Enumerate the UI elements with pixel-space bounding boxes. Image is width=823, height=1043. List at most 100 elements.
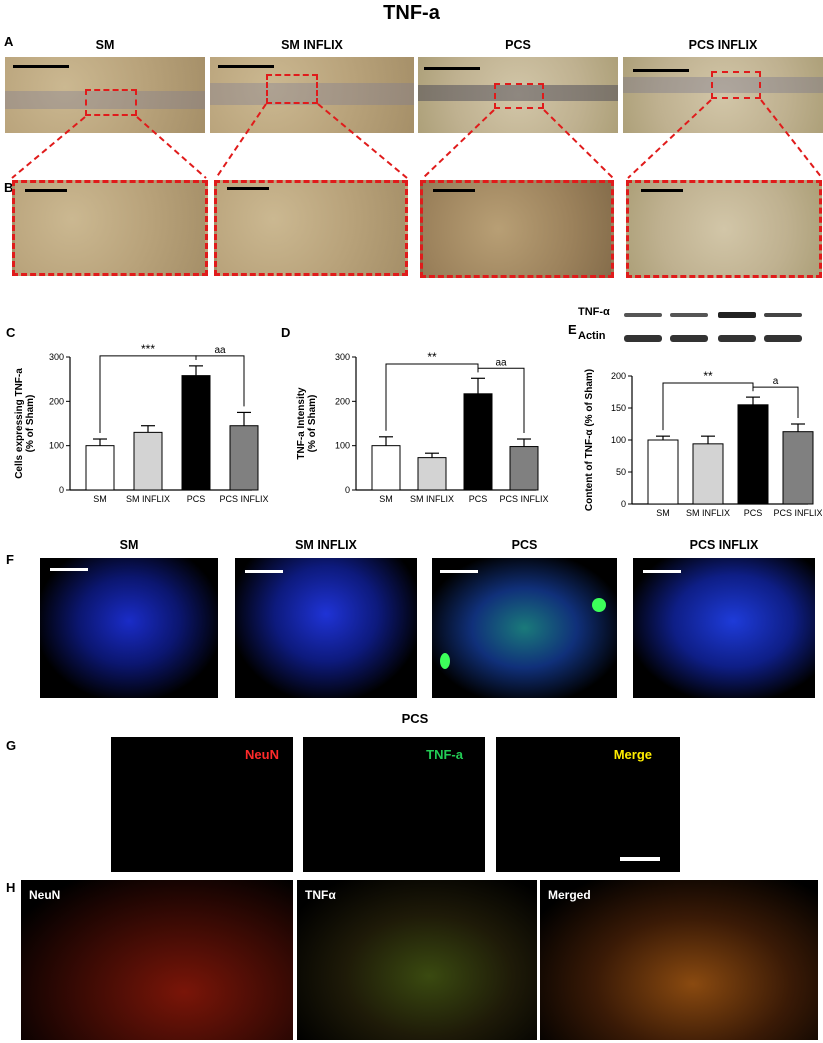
x-tick-label: PCS (187, 494, 206, 504)
g-image-neun: NeuN (111, 737, 293, 872)
zoom-connectors (11, 99, 823, 179)
y-tick-label: 300 (335, 352, 350, 362)
a-micrograph-sm-inflix (210, 57, 414, 133)
x-tick-label: SM INFLIX (686, 508, 730, 518)
y-axis-label: (% of Sham) (25, 395, 36, 453)
band (718, 335, 756, 342)
y-axis-label: (% of Sham) (307, 395, 318, 453)
significance-label: ** (703, 369, 713, 383)
b-micrograph-pcs-inflix (626, 180, 822, 278)
scale-bar (50, 568, 88, 571)
y-tick-label: 200 (611, 371, 626, 381)
h-image-neun: NeuN (21, 880, 293, 1040)
b-micrograph-sm-inflix (214, 180, 408, 276)
y-tick-label: 100 (49, 441, 64, 451)
g-image-merge: Merge (496, 737, 680, 872)
bar (371, 445, 401, 491)
f-label-pcs-inflix: PCS INFLIX (689, 538, 759, 552)
zoom-box (711, 71, 761, 99)
bar (782, 431, 814, 505)
g-title: PCS (401, 711, 429, 726)
x-tick-label: PCS (469, 494, 488, 504)
y-tick-label: 150 (611, 403, 626, 413)
x-tick-label: PCS INFLIX (499, 494, 548, 504)
f-image-pcs (432, 558, 617, 698)
bar (737, 404, 769, 505)
band (670, 335, 708, 342)
scale-bar (227, 187, 269, 190)
h-label-tnf: TNFα (305, 888, 336, 902)
band (624, 313, 662, 317)
b-micrograph-sm (12, 180, 208, 276)
g-label-tnf: TNF-a (426, 747, 463, 762)
y-tick-label: 100 (611, 435, 626, 445)
figure-title: TNF-a (383, 2, 440, 24)
g-image-tnf: TNF-a (303, 737, 485, 872)
band (764, 335, 802, 342)
bar (181, 375, 211, 491)
y-tick-label: 100 (335, 441, 350, 451)
bar (85, 445, 115, 491)
zoom-box (85, 89, 137, 116)
panel-letter-g: G (6, 738, 17, 753)
bar (692, 443, 724, 505)
x-tick-label: SM (379, 494, 393, 504)
cell-layer (418, 85, 618, 101)
x-tick-label: SM INFLIX (410, 494, 454, 504)
scale-bar (641, 189, 683, 192)
chart-c: 0 100 200 300 Cells expressing TNF-a (% of Sh… (10, 330, 280, 530)
a-micrograph-sm (5, 57, 205, 133)
a-label-sm: SM (95, 38, 115, 52)
f-label-pcs: PCS (511, 538, 538, 552)
y-tick-label: 0 (59, 485, 64, 495)
scale-bar (440, 570, 478, 573)
panel-letter-e: E (568, 322, 577, 337)
y-tick-label: 300 (49, 352, 64, 362)
band (670, 313, 708, 317)
y-tick-label: 0 (345, 485, 350, 495)
significance-label: aa (214, 345, 226, 356)
scale-bar (633, 69, 689, 72)
cell-layer (623, 77, 823, 93)
x-tick-label: SM (656, 508, 670, 518)
h-image-merge: Merged (540, 880, 818, 1040)
band (764, 313, 802, 317)
scale-bar (620, 857, 660, 861)
g-label-neun: NeuN (245, 747, 279, 762)
zoom-box (494, 83, 544, 109)
band (624, 335, 662, 342)
x-tick-label: PCS INFLIX (219, 494, 268, 504)
f-image-pcs-inflix (633, 558, 815, 698)
significance-label: *** (141, 342, 155, 356)
bar (417, 457, 447, 491)
scale-bar (13, 65, 69, 68)
x-tick-label: PCS (744, 508, 763, 518)
cell-layer (5, 91, 205, 109)
tnf-signal (440, 653, 450, 669)
zoom-box (266, 74, 318, 104)
chart-d: 0 100 200 300 TNF-a Intensity (% of Sham) SM SM… (292, 330, 564, 530)
f-label-sm-inflix: SM INFLIX (295, 538, 357, 552)
scale-bar (643, 570, 681, 573)
chart-e: 0 50 100 150 200 Content of TNF-α (% of Sham)… (572, 362, 823, 540)
y-tick-label: 50 (616, 467, 626, 477)
a-micrograph-pcs (418, 57, 618, 133)
y-tick-label: 200 (335, 396, 350, 406)
b-micrograph-pcs (420, 180, 614, 278)
f-image-sm (40, 558, 218, 698)
tnf-signal (592, 598, 606, 612)
band (718, 312, 756, 318)
blot-actin-bands (624, 335, 802, 345)
bar (229, 425, 259, 491)
scale-bar (433, 189, 475, 192)
blot-tnf-bands (624, 312, 802, 320)
panel-letter-h: H (6, 880, 16, 895)
a-label-sm-inflix: SM INFLIX (281, 38, 343, 52)
significance-bracket (752, 386, 799, 418)
h-image-tnf: TNFα (297, 880, 537, 1040)
panel-letter-b: B (4, 180, 14, 195)
a-label-pcs-inflix: PCS INFLIX (688, 38, 758, 52)
panel-letter-c: C (6, 325, 16, 340)
significance-label: ** (427, 350, 437, 364)
scale-bar (245, 570, 283, 573)
